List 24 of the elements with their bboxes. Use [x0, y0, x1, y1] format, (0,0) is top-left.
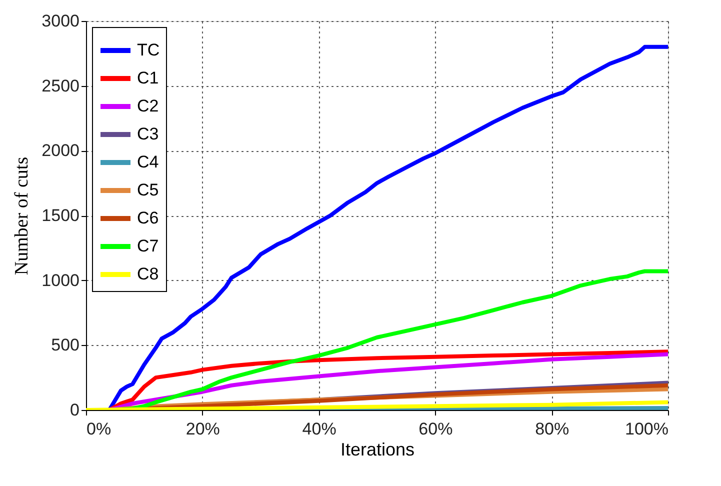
- legend-label: C2: [137, 96, 159, 116]
- legend-label: C1: [137, 68, 159, 88]
- y-tick-label: 500: [51, 336, 80, 355]
- legend-label: C6: [137, 208, 159, 228]
- y-axis-title: Number of cuts: [12, 156, 33, 276]
- y-tick-label: 0: [70, 400, 80, 420]
- y-tick-label: 3000: [42, 12, 80, 30]
- legend-label: TC: [137, 40, 160, 60]
- legend-label: C7: [137, 236, 159, 256]
- x-tick-label: 20%: [186, 420, 220, 438]
- x-tick-label: 0%: [86, 420, 112, 438]
- x-tick-label: 60%: [418, 420, 453, 438]
- y-tick-label: 2500: [42, 76, 80, 96]
- legend-label: C8: [137, 264, 159, 284]
- legend-label: C4: [137, 152, 159, 172]
- legend-label: C3: [137, 124, 159, 144]
- y-tick-label: 2000: [42, 141, 80, 160]
- legend-label: C5: [137, 180, 159, 200]
- x-tick-label: 80%: [535, 420, 570, 438]
- y-tick-label: 1000: [42, 270, 80, 290]
- y-tick-label: 1500: [42, 206, 80, 225]
- x-tick-label: 40%: [302, 420, 336, 438]
- x-axis-title: Iterations: [340, 440, 415, 460]
- x-tick-label: 100%: [625, 420, 668, 438]
